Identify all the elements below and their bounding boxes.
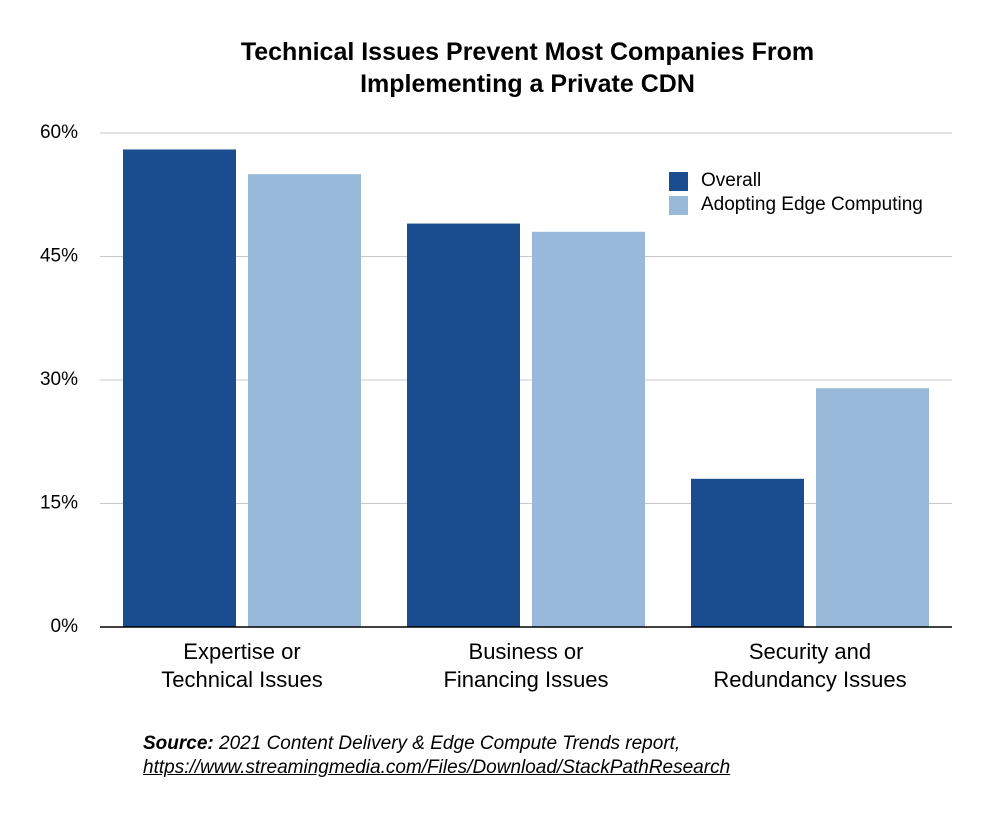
source-text: 2021 Content Delivery & Edge Compute Tre… bbox=[219, 733, 681, 754]
bar bbox=[248, 174, 361, 627]
bar bbox=[816, 388, 929, 627]
source-note: Source: 2021 Content Delivery & Edge Com… bbox=[143, 732, 730, 780]
x-tick-label: Security and Redundancy Issues bbox=[713, 639, 907, 692]
source-url: https://www.streamingmedia.com/Files/Dow… bbox=[143, 757, 731, 778]
y-tick-label: 15% bbox=[40, 493, 78, 514]
bar bbox=[691, 478, 804, 627]
y-tick-label: 45% bbox=[40, 246, 78, 267]
bar bbox=[532, 231, 645, 628]
legend-swatch bbox=[669, 172, 688, 191]
legend-label: Overall bbox=[701, 170, 761, 191]
y-tick-label: 30% bbox=[40, 369, 78, 390]
source-label: Source: bbox=[143, 733, 214, 754]
y-tick-label: 60% bbox=[40, 122, 78, 143]
bar bbox=[123, 149, 236, 627]
x-tick-label: Expertise or Technical Issues bbox=[161, 639, 323, 692]
x-tick-label: Business or Financing Issues bbox=[443, 639, 609, 692]
y-tick-label: 0% bbox=[51, 616, 79, 637]
bar bbox=[407, 223, 520, 628]
legend-label: Adopting Edge Computing bbox=[701, 194, 923, 215]
legend-swatch bbox=[669, 196, 688, 215]
chart-title: Technical Issues Prevent Most Companies … bbox=[240, 38, 815, 98]
